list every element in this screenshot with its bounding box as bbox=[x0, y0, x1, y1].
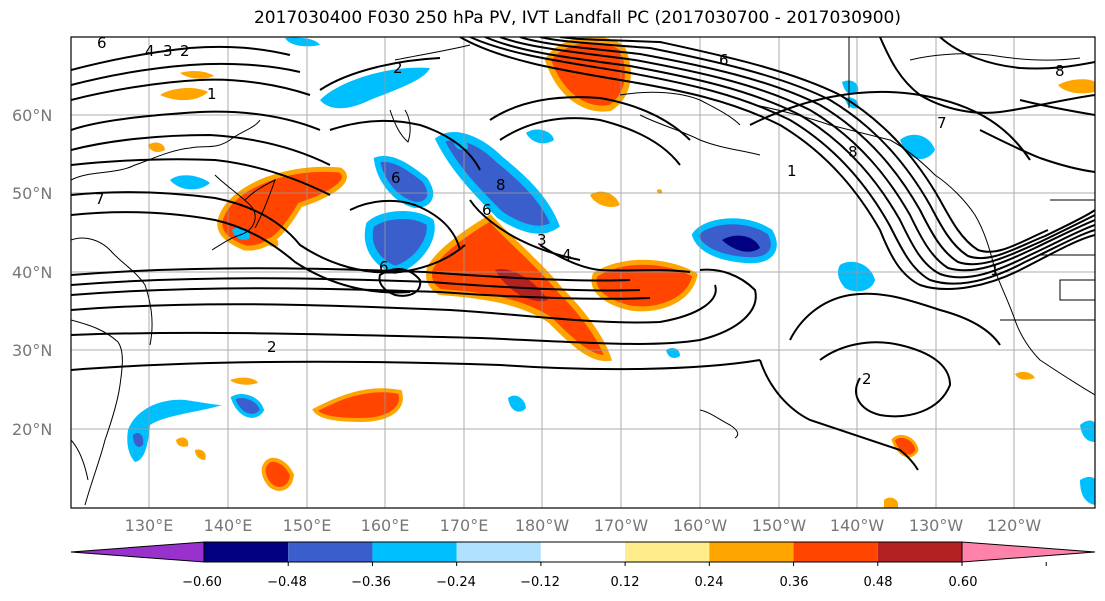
colorbar-cell bbox=[204, 542, 289, 562]
lon-label: 180°W bbox=[515, 516, 570, 535]
lon-label: 160°W bbox=[673, 516, 728, 535]
colorbar-cell bbox=[625, 542, 710, 562]
contour-label: 1 bbox=[787, 162, 797, 180]
lon-label: 150°E bbox=[283, 516, 332, 535]
colorbar-cell bbox=[709, 542, 794, 562]
contour-label: 3 bbox=[163, 42, 173, 60]
contour-label: 2 bbox=[393, 59, 403, 77]
colorbar-tick-label: 0.36 bbox=[780, 575, 809, 590]
lat-label: 50°N bbox=[12, 184, 52, 203]
colorbar-tick-label: −0.36 bbox=[351, 575, 391, 590]
coastlines bbox=[71, 37, 1095, 506]
lon-label: 120°W bbox=[987, 516, 1042, 535]
lon-label: 150°W bbox=[752, 516, 807, 535]
colorbar-cell bbox=[288, 542, 373, 562]
lon-label: 140°W bbox=[830, 516, 885, 535]
lon-label: 130°E bbox=[125, 516, 174, 535]
contour-label: 6 bbox=[379, 258, 389, 276]
colorbar bbox=[70, 541, 1096, 566]
contour-label: 4 bbox=[145, 42, 155, 60]
lat-label: 20°N bbox=[12, 420, 52, 439]
lon-label: 170°W bbox=[594, 516, 649, 535]
contour-label: 7 bbox=[937, 114, 947, 132]
colorbar-tick-label: −0.60 bbox=[182, 575, 222, 590]
chart-title: 2017030400 F030 250 hPa PV, IVT Landfall… bbox=[253, 8, 901, 28]
longitude-labels: 130°E 140°E 150°E 160°E 170°E 180°W 170°… bbox=[125, 516, 1042, 535]
lon-label: 140°E bbox=[204, 516, 253, 535]
contour-label: 6 bbox=[482, 201, 492, 219]
contour-label: 4 bbox=[562, 246, 572, 264]
contour-label: 6 bbox=[391, 169, 401, 187]
contour-label: 2 bbox=[267, 338, 277, 356]
contour-label: 8 bbox=[1055, 62, 1065, 80]
colorbar-extend-low bbox=[70, 541, 205, 563]
contour-label: 2 bbox=[180, 42, 190, 60]
lat-label: 40°N bbox=[12, 263, 52, 282]
colorbar-tick-label: −0.48 bbox=[267, 575, 307, 590]
colorbar-tick-label: 0.12 bbox=[611, 575, 640, 590]
colorbar-tick-label: 0.60 bbox=[949, 575, 978, 590]
map-frame bbox=[70, 36, 1096, 509]
lat-label: 30°N bbox=[12, 341, 52, 360]
gridlines bbox=[71, 37, 1095, 508]
contour-label: 2 bbox=[862, 370, 872, 388]
contour-label: 1 bbox=[207, 85, 217, 103]
contour-label: 8 bbox=[496, 176, 506, 194]
colorbar-cell bbox=[456, 542, 541, 562]
contour-label: 1 bbox=[990, 261, 1000, 279]
contour-label: 6 bbox=[97, 34, 107, 52]
contour-label: 7 bbox=[95, 190, 105, 208]
contour-labels: 6 4 3 2 1 2 6 8 7 1 8 1 7 6 8 6 4 3 2 6 … bbox=[95, 34, 1065, 388]
colorbar-tick-label: 0.48 bbox=[864, 575, 893, 590]
colorbar-cell bbox=[540, 542, 626, 562]
latitude-labels: 20°N 30°N 40°N 50°N 60°N bbox=[12, 106, 52, 439]
negative-anomaly-shading bbox=[127, 37, 1095, 505]
contour-label: 8 bbox=[848, 143, 858, 161]
lon-label: 170°E bbox=[440, 516, 489, 535]
lon-label: 130°W bbox=[909, 516, 964, 535]
colorbar-tick-label: 0.24 bbox=[695, 575, 724, 590]
colorbar-tick-label: −0.24 bbox=[436, 575, 476, 590]
contour-label: 3 bbox=[537, 231, 547, 249]
pv-contours bbox=[71, 37, 1095, 471]
colorbar-cell bbox=[877, 542, 962, 562]
colorbar-frame bbox=[203, 541, 963, 563]
contour-label: 6 bbox=[719, 51, 729, 69]
colorbar-tick-label: −0.12 bbox=[520, 575, 560, 590]
lat-label: 60°N bbox=[12, 106, 52, 125]
colorbar-tick-labels: −0.60 −0.48 −0.36 −0.24 −0.12 0.12 0.24 … bbox=[182, 575, 977, 590]
lon-label: 160°E bbox=[361, 516, 410, 535]
colorbar-cell bbox=[372, 542, 457, 562]
colorbar-extend-high bbox=[961, 541, 1096, 563]
colorbar-cell bbox=[793, 542, 878, 562]
